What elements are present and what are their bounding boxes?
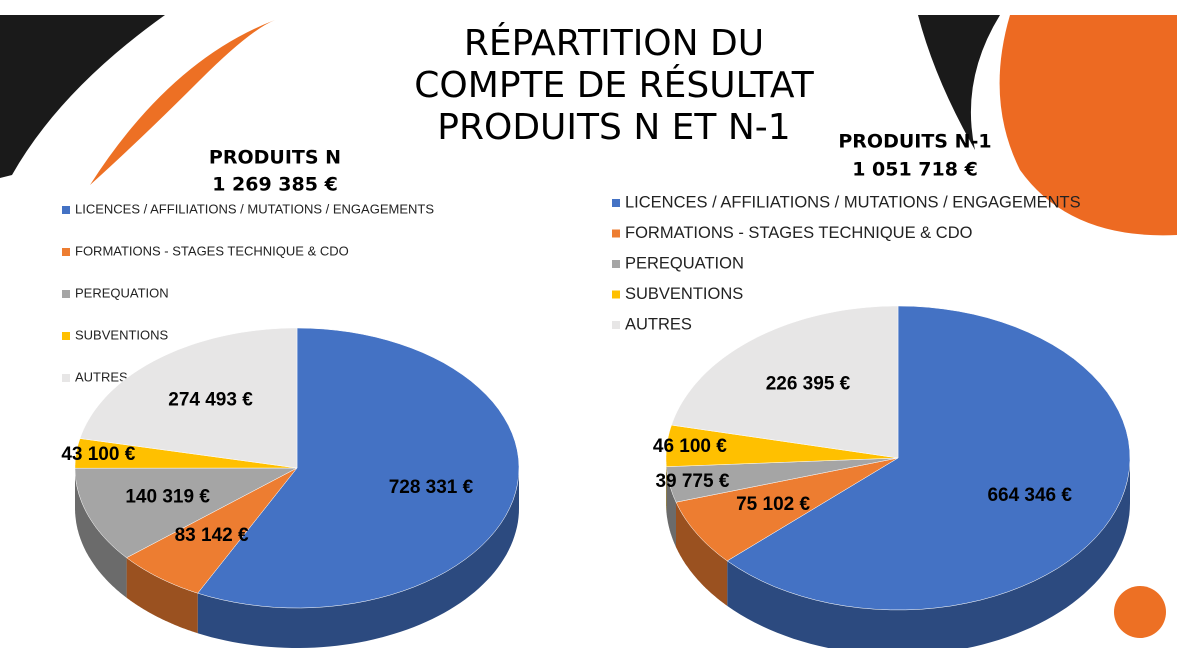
legend-swatch	[62, 374, 70, 382]
data-label: 728 331 €	[389, 477, 474, 498]
legend-label: FORMATIONS - STAGES TECHNIQUE & CDO	[75, 243, 349, 258]
legend-swatch	[612, 321, 620, 329]
chart-subtitle: 1 051 718 €	[852, 159, 978, 181]
data-label: 226 395 €	[766, 374, 851, 395]
data-label: 274 493 €	[168, 389, 253, 410]
legend-swatch	[62, 206, 70, 214]
data-label: 39 775 €	[655, 471, 729, 492]
legend-swatch	[612, 291, 620, 299]
slide-title: RÉPARTITION DU	[464, 22, 764, 64]
slide-title: COMPTE DE RÉSULTAT	[414, 64, 814, 106]
legend-label: LICENCES / AFFILIATIONS / MUTATIONS / EN…	[75, 201, 434, 216]
legend-label: AUTRES	[625, 315, 692, 333]
data-label: 43 100 €	[61, 444, 135, 465]
slide: RÉPARTITION DU COMPTE DE RÉSULTAT PRODUI…	[0, 0, 1177, 648]
slide-title: PRODUITS N ET N-1	[437, 107, 790, 148]
legend-label: LICENCES / AFFILIATIONS / MUTATIONS / EN…	[625, 193, 1081, 211]
data-label: 46 100 €	[653, 436, 727, 457]
logo	[1114, 586, 1166, 638]
chart-title: PRODUITS N	[209, 147, 341, 169]
legend-label: AUTRES	[75, 369, 128, 384]
legend-swatch	[62, 332, 70, 340]
legend-label: PEREQUATION	[625, 254, 744, 272]
legend-swatch	[612, 260, 620, 268]
legend-label: SUBVENTIONS	[625, 285, 743, 303]
data-label: 140 319 €	[125, 487, 210, 508]
data-label: 664 346 €	[987, 485, 1072, 506]
legend-swatch	[62, 290, 70, 298]
data-label: 75 102 €	[736, 494, 810, 515]
legend-label: PEREQUATION	[75, 285, 169, 300]
legend-swatch	[612, 230, 620, 238]
legend-label: SUBVENTIONS	[75, 327, 169, 342]
chart-title: PRODUITS N-1	[838, 131, 991, 153]
legend-swatch	[62, 248, 70, 256]
legend-swatch	[612, 199, 620, 207]
legend-label: FORMATIONS - STAGES TECHNIQUE & CDO	[625, 224, 973, 242]
chart-subtitle: 1 269 385 €	[212, 174, 338, 196]
decor-black-left	[0, 15, 165, 178]
data-label: 83 142 €	[175, 525, 249, 546]
